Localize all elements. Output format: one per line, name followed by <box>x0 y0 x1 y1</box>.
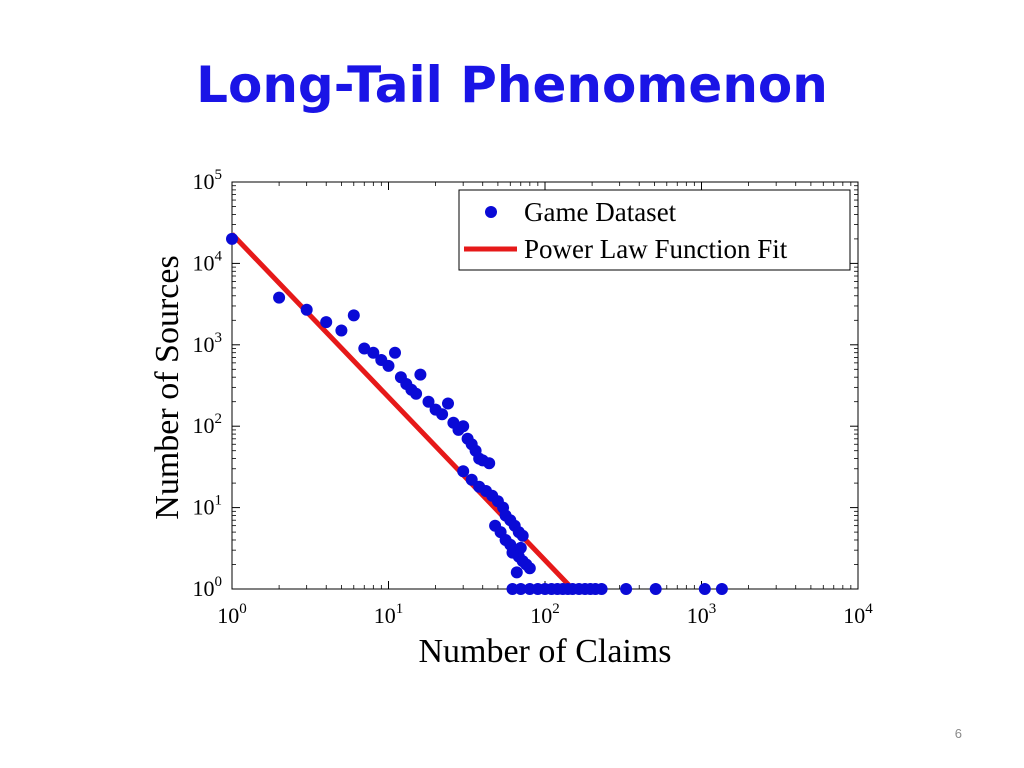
data-point <box>410 387 423 400</box>
data-point <box>422 395 435 408</box>
y-tick-label: 105 <box>193 167 223 194</box>
data-point <box>300 303 313 316</box>
data-point <box>516 529 529 542</box>
y-tick-label: 100 <box>193 574 223 601</box>
x-tick-label: 101 <box>374 601 404 628</box>
x-tick-label: 103 <box>687 601 717 628</box>
legend: Game Dataset Power Law Function Fit <box>458 189 851 271</box>
data-point <box>347 309 360 322</box>
data-point <box>457 465 470 478</box>
y-tick-label: 104 <box>193 248 223 275</box>
data-point <box>226 232 238 245</box>
data-point <box>442 397 454 410</box>
data-point <box>335 324 348 337</box>
data-point <box>595 583 608 595</box>
y-tick-label: 103 <box>193 330 223 357</box>
page-number: 6 <box>954 726 962 741</box>
data-point <box>382 359 395 372</box>
y-tick-label: 101 <box>193 493 223 520</box>
scatter-points <box>226 232 728 595</box>
data-point <box>358 342 371 355</box>
data-point <box>649 583 662 595</box>
x-tick-label: 102 <box>530 601 560 628</box>
x-axis-label: Number of Claims <box>418 633 671 670</box>
data-point <box>510 566 523 579</box>
data-point <box>273 291 286 304</box>
data-point <box>414 368 427 381</box>
axis-labels: Number of Claims Number of Sources <box>149 255 672 670</box>
x-tick-label: 100 <box>217 601 247 628</box>
data-point <box>698 583 711 595</box>
data-point <box>523 562 536 575</box>
data-point <box>483 457 496 470</box>
axis-ticks: 100 101 102 103 104 100 101 102 103 104 105 <box>193 167 874 628</box>
data-point <box>389 346 401 359</box>
legend-label: Power Law Function Fit <box>524 234 788 264</box>
legend-label: Game Dataset <box>524 197 677 227</box>
data-point <box>715 583 728 595</box>
slide-title: Long-Tail Phenomenon <box>196 56 828 114</box>
data-point <box>367 346 380 359</box>
y-tick-label: 102 <box>193 411 223 438</box>
legend-box <box>458 189 851 271</box>
data-point <box>620 583 633 595</box>
data-point <box>465 473 478 486</box>
data-point <box>457 420 470 433</box>
data-point <box>514 583 527 595</box>
data-point <box>320 316 333 329</box>
data-point <box>506 583 519 595</box>
legend-point-marker <box>485 206 497 218</box>
y-axis-label: Number of Sources <box>149 255 186 519</box>
x-tick-label: 104 <box>843 601 873 628</box>
data-point <box>514 541 527 554</box>
data-point <box>436 408 449 421</box>
